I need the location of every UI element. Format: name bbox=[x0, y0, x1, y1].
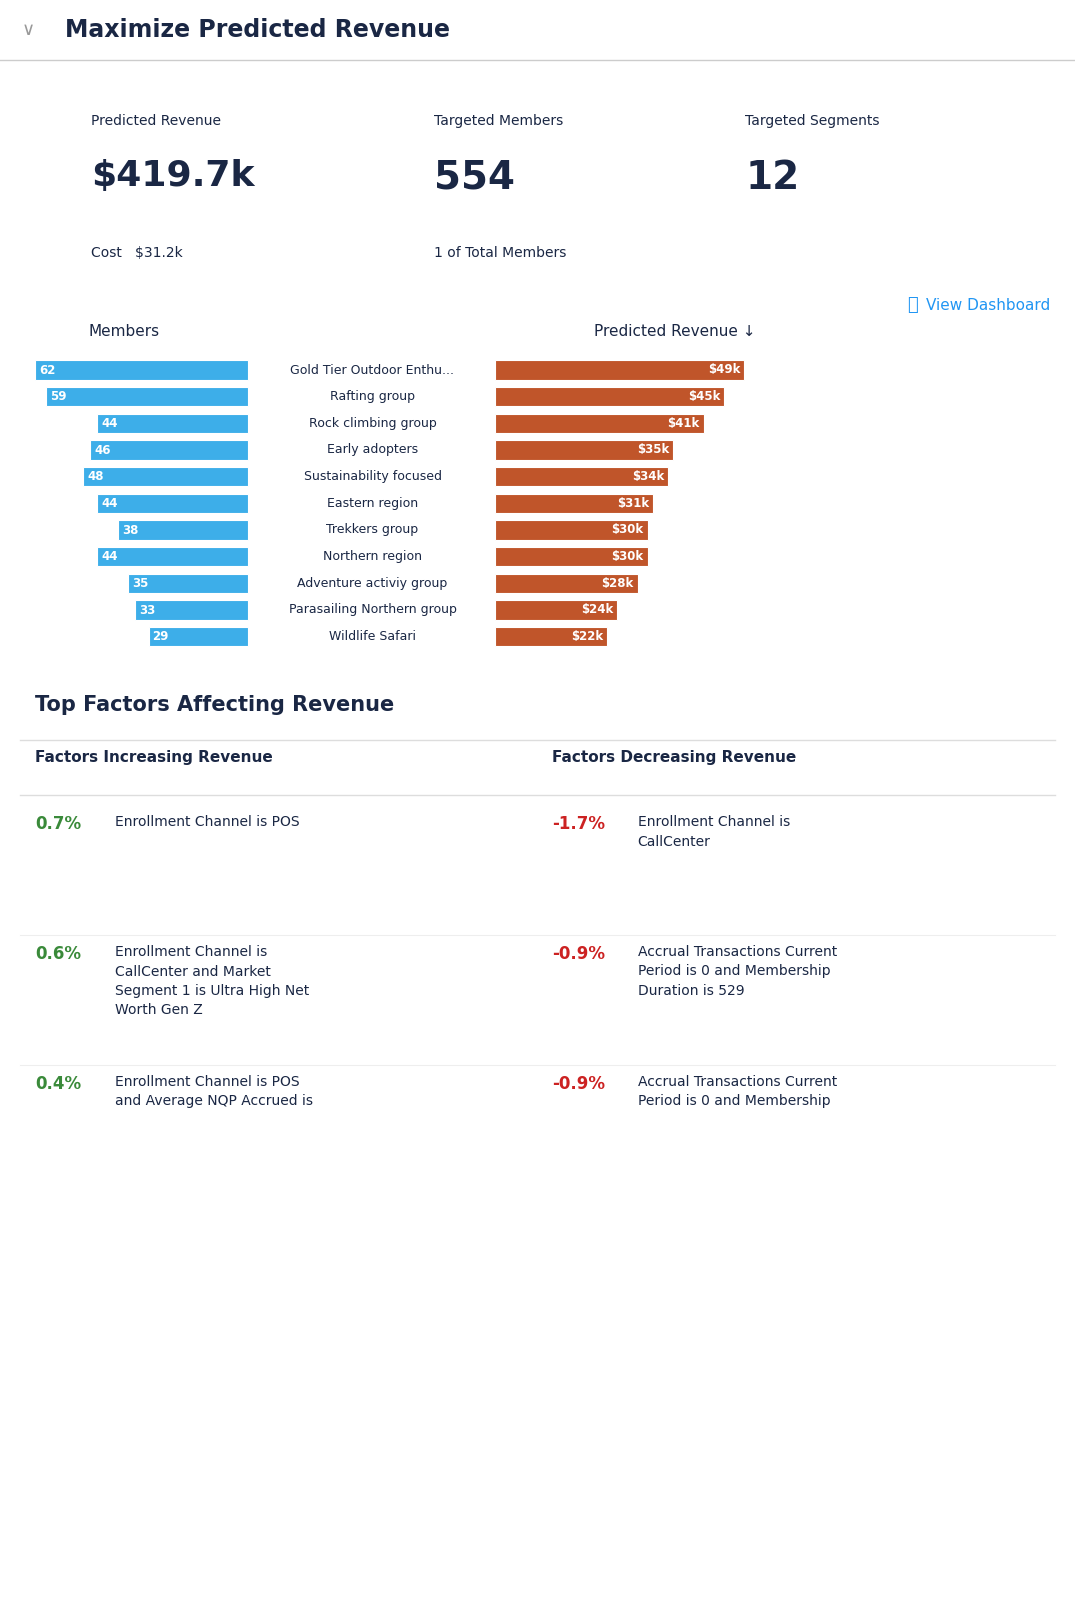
Text: $45k: $45k bbox=[688, 390, 720, 403]
Bar bbox=[494, 520, 648, 539]
Bar bbox=[494, 467, 668, 486]
Text: Northern region: Northern region bbox=[322, 550, 422, 563]
Text: Factors Increasing Revenue: Factors Increasing Revenue bbox=[35, 750, 273, 765]
Text: $30k: $30k bbox=[612, 523, 644, 536]
Text: Top Factors Affecting Revenue: Top Factors Affecting Revenue bbox=[35, 694, 395, 715]
Text: $28k: $28k bbox=[601, 578, 633, 590]
Bar bbox=[494, 360, 745, 379]
Text: 38: 38 bbox=[121, 523, 138, 536]
Text: 0.4%: 0.4% bbox=[35, 1075, 81, 1093]
Text: 33: 33 bbox=[139, 603, 155, 616]
Text: Enrollment Channel is POS
and Average NQP Accrued is: Enrollment Channel is POS and Average NQ… bbox=[115, 1075, 313, 1109]
Text: Trekkers group: Trekkers group bbox=[327, 523, 418, 536]
Text: Sustainability focused: Sustainability focused bbox=[303, 470, 442, 483]
Bar bbox=[494, 547, 648, 566]
Bar bbox=[35, 360, 248, 379]
Text: Enrollment Channel is
CallCenter and Market
Segment 1 is Ultra High Net
Worth Ge: Enrollment Channel is CallCenter and Mar… bbox=[115, 946, 310, 1018]
Bar bbox=[90, 440, 248, 459]
Bar bbox=[118, 520, 248, 539]
Bar bbox=[494, 574, 637, 594]
Text: 29: 29 bbox=[153, 630, 169, 643]
Bar bbox=[97, 494, 248, 514]
Text: -1.7%: -1.7% bbox=[553, 814, 605, 834]
Text: 62: 62 bbox=[40, 363, 56, 376]
Bar bbox=[84, 467, 248, 486]
Text: Wildlife Safari: Wildlife Safari bbox=[329, 630, 416, 643]
Text: -0.9%: -0.9% bbox=[553, 946, 605, 963]
Text: 44: 44 bbox=[101, 418, 117, 430]
Text: -0.9%: -0.9% bbox=[553, 1075, 605, 1093]
Text: ∨: ∨ bbox=[22, 21, 34, 38]
Text: Rock climbing group: Rock climbing group bbox=[309, 418, 436, 430]
Text: Factors Decreasing Revenue: Factors Decreasing Revenue bbox=[553, 750, 797, 765]
Text: Cost   $31.2k: Cost $31.2k bbox=[90, 246, 183, 259]
Bar bbox=[494, 627, 607, 646]
Text: ⧉: ⧉ bbox=[907, 296, 918, 314]
Text: $35k: $35k bbox=[636, 443, 669, 456]
Text: 0.6%: 0.6% bbox=[35, 946, 81, 963]
Text: Targeted Segments: Targeted Segments bbox=[745, 114, 879, 128]
Bar bbox=[494, 414, 704, 434]
Text: $31k: $31k bbox=[617, 498, 649, 510]
Text: $30k: $30k bbox=[612, 550, 644, 563]
Text: Maximize Predicted Revenue: Maximize Predicted Revenue bbox=[64, 18, 450, 42]
Text: $34k: $34k bbox=[632, 470, 664, 483]
Text: $22k: $22k bbox=[571, 630, 603, 643]
Text: Rafting group: Rafting group bbox=[330, 390, 415, 403]
Text: 0.7%: 0.7% bbox=[35, 814, 81, 834]
Text: Members: Members bbox=[88, 325, 159, 339]
Bar bbox=[494, 494, 653, 514]
Bar bbox=[494, 600, 617, 619]
Text: 46: 46 bbox=[95, 443, 111, 456]
Bar bbox=[494, 387, 725, 406]
Text: Eastern region: Eastern region bbox=[327, 498, 418, 510]
Text: $41k: $41k bbox=[668, 418, 700, 430]
Text: View Dashboard: View Dashboard bbox=[926, 298, 1050, 312]
Text: 59: 59 bbox=[49, 390, 67, 403]
Text: Accrual Transactions Current
Period is 0 and Membership
Duration is 529: Accrual Transactions Current Period is 0… bbox=[637, 946, 836, 998]
Text: $24k: $24k bbox=[580, 603, 613, 616]
Text: Early adopters: Early adopters bbox=[327, 443, 418, 456]
Text: $49k: $49k bbox=[708, 363, 741, 376]
Text: Parasailing Northern group: Parasailing Northern group bbox=[288, 603, 457, 616]
Text: Accrual Transactions Current
Period is 0 and Membership: Accrual Transactions Current Period is 0… bbox=[637, 1075, 836, 1109]
Text: Enrollment Channel is POS: Enrollment Channel is POS bbox=[115, 814, 300, 829]
Bar bbox=[46, 387, 248, 406]
Bar bbox=[97, 547, 248, 566]
Text: Gold Tier Outdoor Enthu...: Gold Tier Outdoor Enthu... bbox=[290, 363, 455, 376]
Text: Targeted Members: Targeted Members bbox=[433, 114, 563, 128]
Text: Adventure activiy group: Adventure activiy group bbox=[298, 578, 447, 590]
Text: Enrollment Channel is
CallCenter: Enrollment Channel is CallCenter bbox=[637, 814, 790, 848]
Bar bbox=[128, 574, 248, 594]
Text: 44: 44 bbox=[101, 550, 117, 563]
Text: 35: 35 bbox=[132, 578, 148, 590]
Bar bbox=[148, 627, 248, 646]
Text: 44: 44 bbox=[101, 498, 117, 510]
Text: Predicted Revenue ↓: Predicted Revenue ↓ bbox=[594, 325, 756, 339]
Bar bbox=[97, 414, 248, 434]
Text: 12: 12 bbox=[745, 158, 800, 197]
Bar bbox=[494, 440, 673, 459]
Text: Predicted Revenue: Predicted Revenue bbox=[90, 114, 220, 128]
Text: 554: 554 bbox=[433, 158, 515, 197]
Text: 1 of Total Members: 1 of Total Members bbox=[433, 246, 565, 259]
Text: 48: 48 bbox=[87, 470, 104, 483]
Bar bbox=[134, 600, 248, 619]
Text: $419.7k: $419.7k bbox=[90, 158, 254, 192]
